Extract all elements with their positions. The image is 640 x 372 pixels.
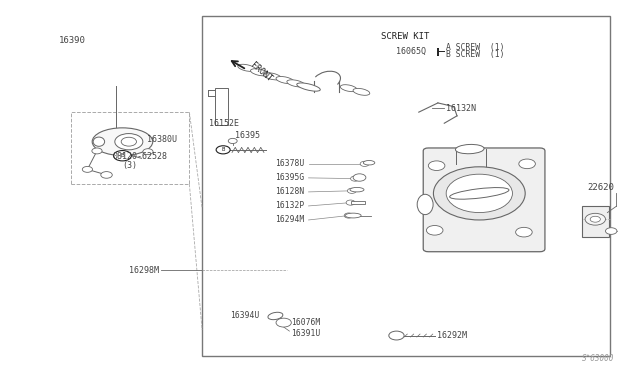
Text: 16128N: 16128N	[275, 187, 305, 196]
Text: 16132P: 16132P	[275, 201, 305, 211]
Circle shape	[428, 161, 445, 170]
Ellipse shape	[353, 89, 370, 95]
Ellipse shape	[93, 137, 104, 146]
Circle shape	[590, 216, 600, 222]
Text: 16076M: 16076M	[291, 318, 321, 327]
Bar	[202, 16, 610, 356]
Text: B SCREW  (1): B SCREW (1)	[446, 51, 505, 60]
Circle shape	[344, 213, 353, 218]
Ellipse shape	[238, 64, 255, 71]
Circle shape	[83, 166, 93, 172]
Circle shape	[348, 188, 356, 193]
Text: 16394U: 16394U	[230, 311, 259, 320]
Circle shape	[519, 159, 536, 169]
Circle shape	[605, 228, 617, 234]
Circle shape	[346, 200, 355, 205]
Ellipse shape	[287, 80, 305, 87]
Circle shape	[433, 167, 525, 220]
Text: 16294M: 16294M	[275, 215, 305, 224]
Text: 16380U: 16380U	[147, 135, 177, 144]
Text: B: B	[120, 153, 124, 158]
Circle shape	[276, 318, 291, 327]
Circle shape	[100, 171, 112, 178]
Circle shape	[426, 225, 443, 235]
Ellipse shape	[364, 161, 375, 165]
Ellipse shape	[456, 144, 484, 154]
Text: 16395: 16395	[235, 131, 260, 140]
Circle shape	[216, 146, 230, 154]
FancyBboxPatch shape	[423, 148, 545, 252]
Text: 16132N: 16132N	[446, 104, 476, 113]
Text: SCREW KIT: SCREW KIT	[381, 32, 429, 41]
Ellipse shape	[263, 73, 281, 80]
Circle shape	[143, 149, 153, 155]
Ellipse shape	[450, 187, 509, 199]
Bar	[215, 88, 228, 125]
Text: (3): (3)	[122, 161, 138, 170]
Text: S^63000: S^63000	[582, 354, 614, 363]
Text: 16152E: 16152E	[209, 119, 239, 128]
Text: 16378U: 16378U	[275, 159, 305, 169]
Circle shape	[351, 176, 360, 181]
Text: FRONT: FRONT	[248, 61, 273, 84]
Text: B: B	[221, 147, 225, 152]
Ellipse shape	[350, 187, 364, 192]
Text: 16395G: 16395G	[275, 173, 305, 182]
Text: 16298M: 16298M	[129, 266, 159, 275]
Ellipse shape	[92, 128, 153, 155]
Circle shape	[115, 134, 143, 150]
Text: 08120-62528: 08120-62528	[113, 152, 168, 161]
Circle shape	[516, 227, 532, 237]
Bar	[351, 201, 365, 205]
Circle shape	[585, 213, 605, 225]
Ellipse shape	[340, 85, 357, 92]
Circle shape	[360, 161, 369, 166]
Circle shape	[353, 174, 366, 181]
Ellipse shape	[417, 194, 433, 215]
Text: 22620: 22620	[588, 183, 614, 192]
Ellipse shape	[250, 69, 268, 76]
Ellipse shape	[276, 77, 294, 84]
Circle shape	[113, 151, 131, 161]
Circle shape	[121, 137, 136, 146]
Circle shape	[389, 331, 404, 340]
Circle shape	[228, 138, 237, 144]
FancyBboxPatch shape	[582, 206, 609, 237]
Text: 16292M: 16292M	[436, 331, 467, 340]
Text: 16390: 16390	[59, 36, 86, 45]
Text: A SCREW  (1): A SCREW (1)	[446, 43, 505, 52]
Bar	[72, 112, 189, 184]
Circle shape	[446, 174, 513, 212]
Ellipse shape	[297, 83, 320, 91]
Ellipse shape	[345, 213, 361, 218]
Ellipse shape	[268, 312, 283, 320]
Text: 16065Q: 16065Q	[396, 47, 426, 56]
Circle shape	[92, 148, 102, 154]
Text: 16391U: 16391U	[291, 329, 321, 338]
